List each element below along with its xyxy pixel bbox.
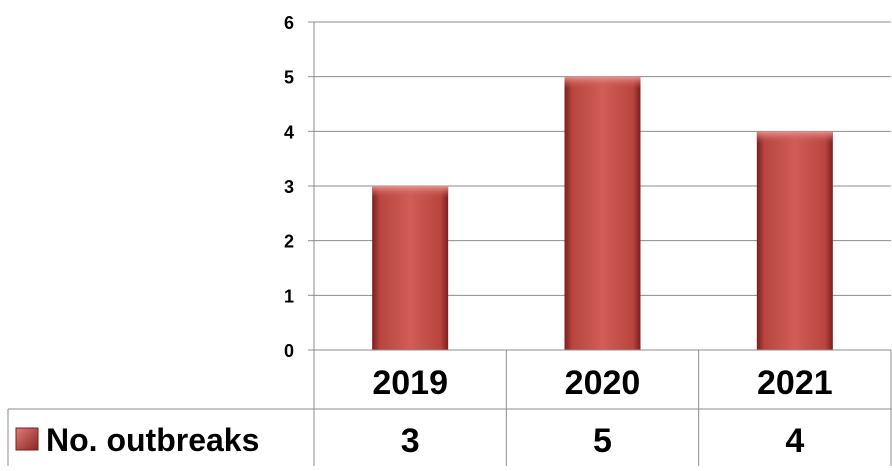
y-tick-label-4: 4 <box>284 122 294 142</box>
data-table-value-2021: 4 <box>785 422 804 460</box>
y-tick-label-5: 5 <box>284 68 294 88</box>
bar-2020 <box>564 76 641 351</box>
bars <box>372 76 833 351</box>
legend-swatch <box>15 427 39 451</box>
y-tick-label-1: 1 <box>284 286 294 306</box>
x-tick-label-2019: 2019 <box>372 364 448 402</box>
x-tick-label-2021: 2021 <box>757 364 833 402</box>
y-tick-label-2: 2 <box>284 232 294 252</box>
bar-body-2019 <box>372 186 449 350</box>
bar-body-2021 <box>756 131 833 350</box>
data-table-value-2020: 5 <box>593 422 612 460</box>
y-tick-label-6: 6 <box>284 13 294 33</box>
bar-highlight-2021 <box>756 131 833 144</box>
bar-2019 <box>372 186 449 350</box>
bar-2021 <box>756 131 833 350</box>
bar-body-2020 <box>564 76 641 351</box>
bar-highlight-2019 <box>372 186 449 198</box>
data-table-value-2019: 3 <box>401 422 420 460</box>
y-tick-label-0: 0 <box>284 341 294 361</box>
y-tick-label-3: 3 <box>284 177 294 197</box>
axes: 0 1 2 3 4 5 6 <box>284 13 315 361</box>
legend-label: No. outbreaks <box>46 422 259 458</box>
x-tick-label-2020: 2020 <box>565 364 641 402</box>
bar-highlight-2020 <box>564 76 641 89</box>
data-table: 2019 2020 2021 No. outbreaks 3 5 4 <box>7 349 892 466</box>
